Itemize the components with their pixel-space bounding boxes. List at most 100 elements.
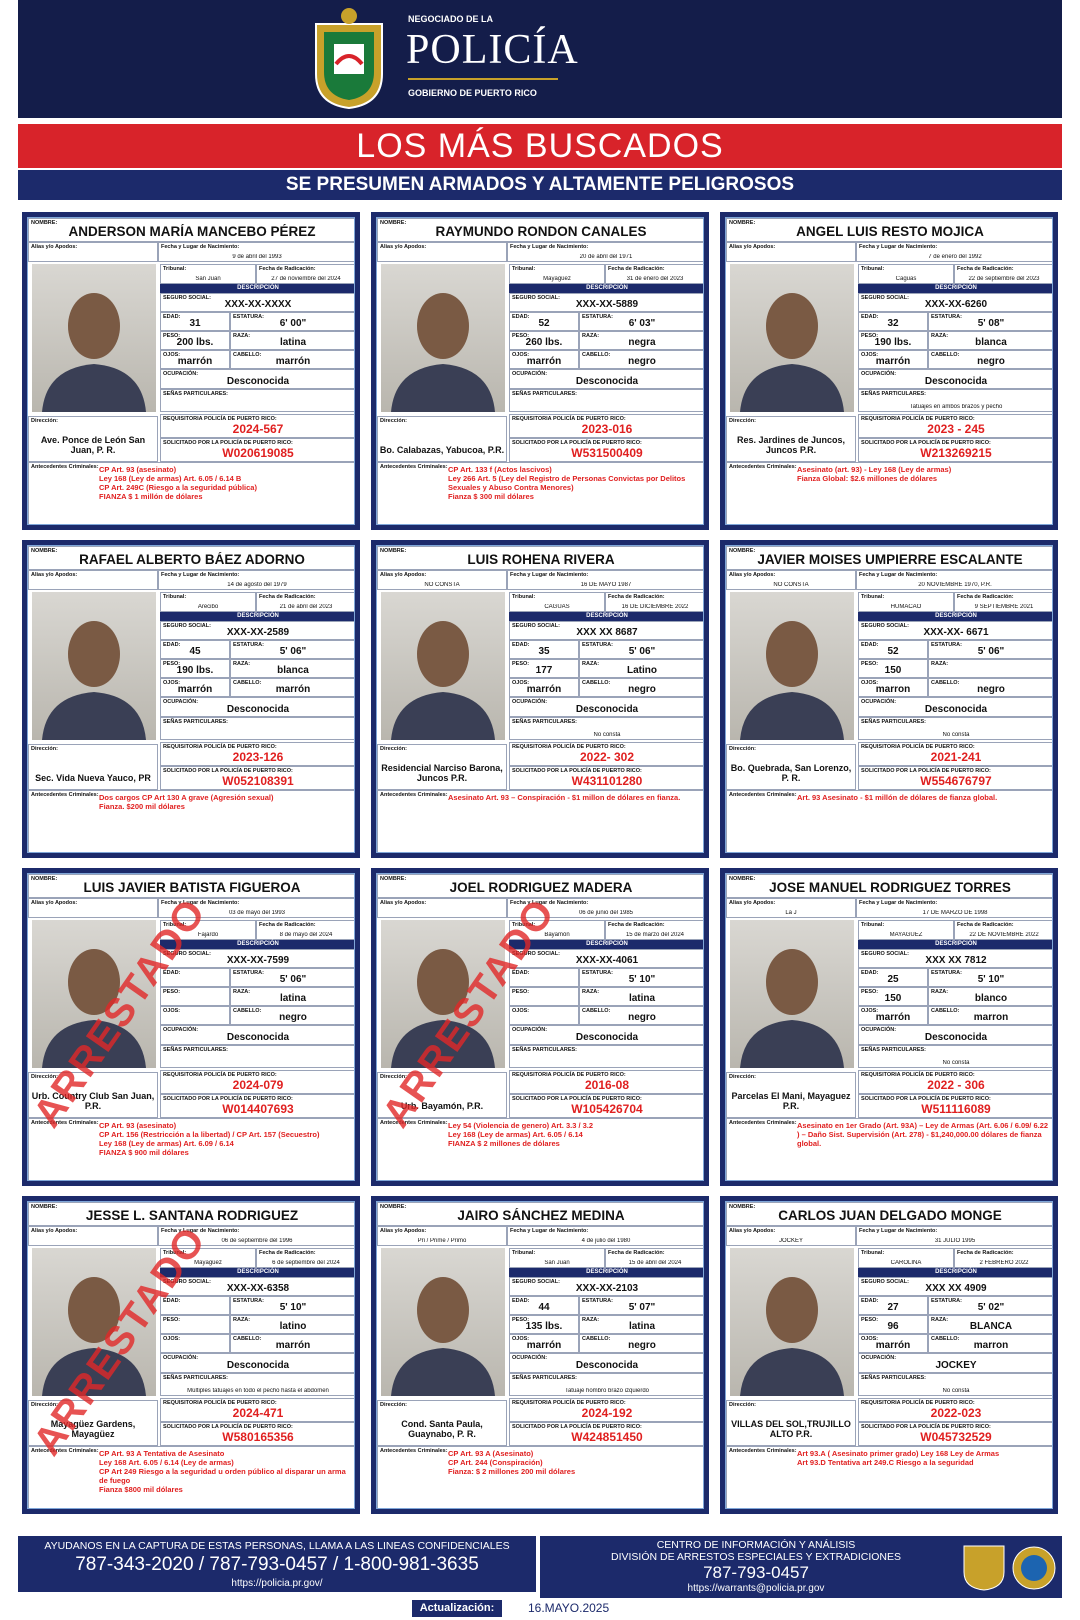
weight-value: 150 bbox=[884, 665, 902, 676]
occupation-label: OCUPACIÓN: bbox=[163, 1355, 199, 1361]
filed-label: Fecha de Radicación: bbox=[608, 1250, 665, 1256]
address-value: Residencial Narciso Barona, Juncos P.R. bbox=[381, 763, 503, 783]
footer-right: CENTRO DE INFORMACIÓN Y ANÁLISIS DIVISIÓ… bbox=[540, 1536, 1062, 1598]
occupation-cell: OCUPACIÓN: Desconocida bbox=[858, 697, 1052, 717]
record-cell: Antecedentes Criminales: Asesinato Art. 9… bbox=[377, 790, 703, 852]
card-body: NOMBRE: JOEL RODRIGUEZ MADERA Alias y/o Ap… bbox=[376, 873, 704, 1181]
height-cell: ESTATURA: 5' 07" bbox=[579, 1296, 703, 1315]
footer-url: https://warrants@policia.pr.gov bbox=[687, 1583, 825, 1594]
photo-silhouette bbox=[391, 1277, 495, 1396]
marks-label: SEÑAS PARTICULARES: bbox=[512, 1047, 577, 1053]
warrant-label: SOLICITADO POR LA POLICÍA DE PUERTO RICO… bbox=[512, 1096, 642, 1102]
filed-value: 22 DE NOVIEMBRE 2022 bbox=[969, 932, 1039, 938]
age-cell: EDAD: bbox=[160, 1296, 230, 1315]
race-cell: RAZA: blanca bbox=[928, 331, 1052, 350]
name-label: NOMBRE: bbox=[380, 220, 407, 226]
race-value: blanca bbox=[975, 337, 1007, 348]
record-cell: Antecedentes Criminales: CP Art. 93 (ases… bbox=[28, 462, 354, 524]
photo bbox=[730, 264, 854, 412]
government: GOBIERNO DE PUERTO RICO bbox=[408, 88, 537, 98]
address-label: Dirección: bbox=[31, 746, 58, 752]
occupation-cell: OCUPACIÓN: Desconocida bbox=[160, 1353, 354, 1373]
court-value: San Juan bbox=[195, 276, 221, 282]
weight-cell: PESO: 135 lbs. bbox=[509, 1315, 579, 1334]
address-label: Dirección: bbox=[729, 746, 756, 752]
record-list: CP Art. 93 A Tentativa de Asesinato Ley 1… bbox=[99, 1449, 352, 1494]
age-cell: EDAD: 31 bbox=[160, 312, 230, 331]
address-cell: Dirección: Parcelas El Mani, Mayaguez P.R… bbox=[726, 1072, 856, 1118]
photo bbox=[32, 264, 156, 412]
age-value: 52 bbox=[887, 646, 899, 657]
eyes-cell: OJOS: marron bbox=[858, 678, 928, 697]
court-value: CAROLINA bbox=[890, 1260, 922, 1266]
weight-label: PESO: bbox=[861, 989, 879, 995]
name-value: CARLOS JUAN DELGADO MONGE bbox=[778, 1208, 1002, 1223]
description-header: DESCRIPCIÓN bbox=[160, 612, 354, 621]
hair-label: CABELLO: bbox=[233, 352, 262, 358]
warrant-cell: SOLICITADO POR LA POLICÍA DE PUERTO RICO… bbox=[509, 438, 703, 462]
hair-cell: CABELLO: negro bbox=[928, 350, 1052, 369]
court-label: Tribunal: bbox=[861, 1250, 885, 1256]
photo bbox=[730, 1248, 854, 1396]
ssn-label: SEGURO SOCIAL: bbox=[163, 951, 211, 957]
record-line: FIANZA $ 900 mil dólares bbox=[99, 1148, 189, 1157]
alias-label: Alias y/o Apodos: bbox=[380, 572, 427, 578]
warrant-label: SOLICITADO POR LA POLICÍA DE PUERTO RICO… bbox=[163, 1096, 293, 1102]
requisition-label: REQUISITORIA POLICÍA DE PUERTO RICO: bbox=[512, 1072, 626, 1078]
weight-value: 190 lbs. bbox=[176, 665, 214, 676]
address-label: Dirección: bbox=[380, 1074, 407, 1080]
address-value: Cond. Santa Paula, Guaynabo, P. R. bbox=[401, 1419, 483, 1439]
birth-value: 06 de junio del 1985 bbox=[578, 910, 634, 916]
wanted-card: NOMBRE: LUIS JAVIER BATISTA FIGUEROA Alias… bbox=[22, 868, 360, 1186]
eyes-value: marrón bbox=[526, 1340, 562, 1351]
requisition-label: REQUISITORIA POLICÍA DE PUERTO RICO: bbox=[163, 744, 277, 750]
card-body: NOMBRE: ANGEL LUIS RESTO MOJICA Alias y/o … bbox=[725, 217, 1053, 525]
height-label: ESTATURA: bbox=[931, 970, 962, 976]
alias-cell: Alias y/o Apodos: NO CONSTA bbox=[377, 570, 507, 590]
record-cell: Antecedentes Criminales: CP Art. 93 A Ten… bbox=[28, 1446, 354, 1508]
alias-label: Alias y/o Apodos: bbox=[31, 1228, 78, 1234]
alias-label: Alias y/o Apodos: bbox=[380, 900, 427, 906]
footer-center: CENTRO DE INFORMACIÓN Y ANÁLISIS bbox=[656, 1539, 856, 1551]
height-value: 6' 03" bbox=[628, 318, 656, 329]
record-line: Ley 168 (Ley de armas) Art. 6.05 / 6.14 … bbox=[99, 474, 242, 483]
weight-label: PESO: bbox=[163, 1317, 181, 1323]
name-label: NOMBRE: bbox=[380, 548, 407, 554]
name-value: ANDERSON MARÍA MANCEBO PÉREZ bbox=[68, 224, 316, 239]
height-value: 5' 02" bbox=[977, 1302, 1005, 1313]
eyes-cell: OJOS: bbox=[160, 1334, 230, 1353]
ssn-label: SEGURO SOCIAL: bbox=[163, 1279, 211, 1285]
height-cell: ESTATURA: 6' 03" bbox=[579, 312, 703, 331]
birth-value: 03 de mayo del 1993 bbox=[228, 910, 286, 916]
court-label: Tribunal: bbox=[861, 922, 885, 928]
marks-label: SEÑAS PARTICULARES: bbox=[512, 719, 577, 725]
height-value: 5' 06" bbox=[977, 646, 1005, 657]
marks-value: No consta bbox=[942, 732, 970, 738]
eyes-label: OJOS: bbox=[861, 1336, 879, 1342]
occupation-value: Desconocida bbox=[226, 1360, 290, 1371]
name-label: NOMBRE: bbox=[729, 220, 756, 226]
weight-label: PESO: bbox=[512, 661, 530, 667]
alias-label: Alias y/o Apodos: bbox=[380, 244, 427, 250]
race-value: blanco bbox=[974, 993, 1008, 1004]
wanted-card: NOMBRE: LUIS ROHENA RIVERA Alias y/o Apodo… bbox=[371, 540, 709, 858]
description-header: DESCRIPCIÓN bbox=[858, 284, 1052, 293]
age-cell: EDAD: 32 bbox=[858, 312, 928, 331]
record-label: Antecedentes Criminales: bbox=[31, 1120, 99, 1126]
photo-silhouette bbox=[740, 293, 844, 412]
hair-cell: CABELLO: negro bbox=[579, 350, 703, 369]
weight-label: PESO: bbox=[163, 661, 181, 667]
requisition-cell: REQUISITORIA POLICÍA DE PUERTO RICO: 2016… bbox=[509, 1070, 703, 1094]
race-cell: RAZA: Latino bbox=[579, 659, 703, 678]
filed-value: 15 de marzo del 2024 bbox=[625, 932, 685, 938]
marks-cell: SEÑAS PARTICULARES: bbox=[509, 1045, 703, 1068]
record-list: Dos cargos CP Art 130 A grave (Agresión … bbox=[99, 793, 352, 811]
hair-value: negro bbox=[628, 1340, 656, 1351]
occupation-label: OCUPACIÓN: bbox=[861, 699, 897, 705]
ssn-cell: SEGURO SOCIAL: XXX-XX-5889 bbox=[509, 293, 703, 312]
eyes-label: OJOS: bbox=[163, 1008, 181, 1014]
card-body: NOMBRE: LUIS JAVIER BATISTA FIGUEROA Alias… bbox=[27, 873, 355, 1181]
occupation-cell: OCUPACIÓN: Desconocida bbox=[858, 1025, 1052, 1045]
requisition-label: REQUISITORIA POLICÍA DE PUERTO RICO: bbox=[861, 416, 975, 422]
filed-cell: Fecha de Radicación: 22 DE NOVIEMBRE 2022 bbox=[954, 920, 1052, 940]
